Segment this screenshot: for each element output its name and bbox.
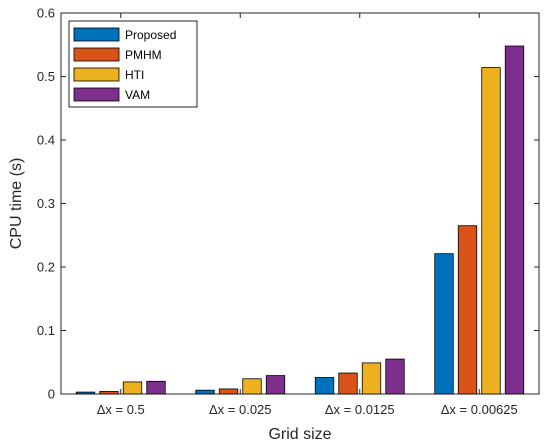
y-tick-label: 0.3 (37, 196, 55, 211)
legend-label-pmhm: PMHM (125, 48, 162, 62)
bar-hti-3 (481, 67, 501, 395)
legend: Proposed PMHM HTI VAM (68, 20, 198, 108)
y-tick-label: 0.1 (37, 323, 55, 338)
legend-swatch-hti (73, 67, 120, 82)
legend-swatch-pmhm (73, 47, 120, 62)
bar-proposed-0 (75, 391, 96, 395)
x-tick-label: Δx = 0.00625 (441, 402, 518, 417)
bar-hti-1 (242, 378, 262, 395)
bar-proposed-1 (195, 389, 215, 395)
y-tick-label: 0.4 (37, 133, 55, 148)
legend-label-hti: HTI (125, 68, 144, 82)
bar-vam-2 (385, 358, 405, 395)
bars-group (75, 45, 525, 395)
bar-vam-3 (504, 45, 525, 395)
bar-pmhm-1 (218, 388, 239, 395)
y-tick-label: 0.5 (37, 69, 55, 84)
legend-label-vam: VAM (125, 88, 150, 102)
x-axis-ticks: Δx = 0.5 Δx = 0.025 Δx = 0.0125 Δx = 0.0062… (97, 13, 518, 417)
bar-hti-0 (122, 381, 143, 395)
bar-pmhm-0 (99, 391, 119, 395)
legend-label-proposed: Proposed (125, 28, 176, 42)
y-tick-label: 0.6 (37, 6, 55, 21)
bar-proposed-3 (434, 253, 454, 395)
x-axis-label: Grid size (268, 426, 331, 443)
y-tick-label: 0 (48, 387, 55, 402)
bar-proposed-2 (314, 377, 335, 395)
bar-pmhm-2 (338, 372, 358, 395)
y-axis-ticks: 0 0.1 0.2 0.3 0.4 0.5 0.6 (37, 6, 539, 402)
x-tick-label: Δx = 0.0125 (325, 402, 395, 417)
legend-swatch-vam (73, 87, 120, 102)
legend-swatch-proposed (73, 27, 120, 42)
y-axis-label: CPU time (s) (8, 158, 25, 250)
bar-pmhm-3 (457, 225, 478, 395)
x-tick-label: Δx = 0.025 (209, 402, 272, 417)
y-tick-label: 0.2 (37, 260, 55, 275)
bar-hti-2 (361, 362, 382, 395)
bar-vam-1 (265, 375, 286, 395)
x-tick-label: Δx = 0.5 (97, 402, 145, 417)
bar-vam-0 (146, 380, 166, 395)
